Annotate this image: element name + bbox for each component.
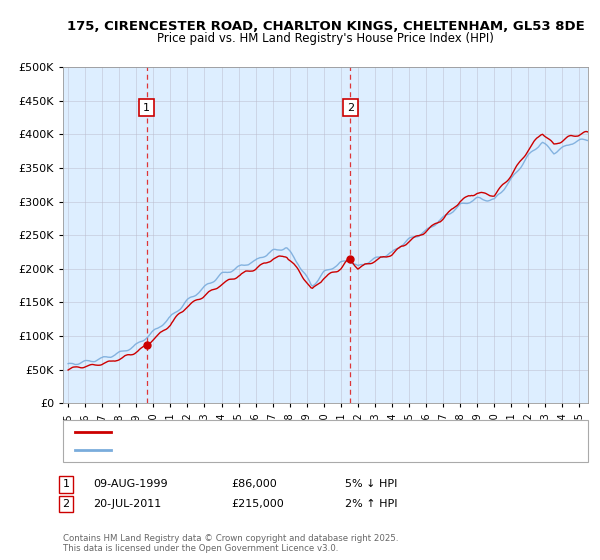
Text: 2: 2 [347, 102, 354, 113]
Text: 1: 1 [143, 102, 150, 113]
Text: 175, CIRENCESTER ROAD, CHARLTON KINGS, CHELTENHAM, GL53 8DE (semi-detached house: 175, CIRENCESTER ROAD, CHARLTON KINGS, C… [117, 427, 577, 437]
Text: 5% ↓ HPI: 5% ↓ HPI [345, 479, 397, 489]
Text: Price paid vs. HM Land Registry's House Price Index (HPI): Price paid vs. HM Land Registry's House … [157, 32, 494, 45]
Text: 09-AUG-1999: 09-AUG-1999 [93, 479, 167, 489]
Text: 20-JUL-2011: 20-JUL-2011 [93, 499, 161, 509]
Text: £215,000: £215,000 [231, 499, 284, 509]
Text: £86,000: £86,000 [231, 479, 277, 489]
Text: 175, CIRENCESTER ROAD, CHARLTON KINGS, CHELTENHAM, GL53 8DE: 175, CIRENCESTER ROAD, CHARLTON KINGS, C… [67, 20, 584, 32]
Text: Contains HM Land Registry data © Crown copyright and database right 2025.
This d: Contains HM Land Registry data © Crown c… [63, 534, 398, 553]
Text: HPI: Average price, semi-detached house, Cheltenham: HPI: Average price, semi-detached house,… [117, 445, 385, 455]
Text: 2% ↑ HPI: 2% ↑ HPI [345, 499, 398, 509]
Text: 1: 1 [62, 479, 70, 489]
Text: 2: 2 [62, 499, 70, 509]
